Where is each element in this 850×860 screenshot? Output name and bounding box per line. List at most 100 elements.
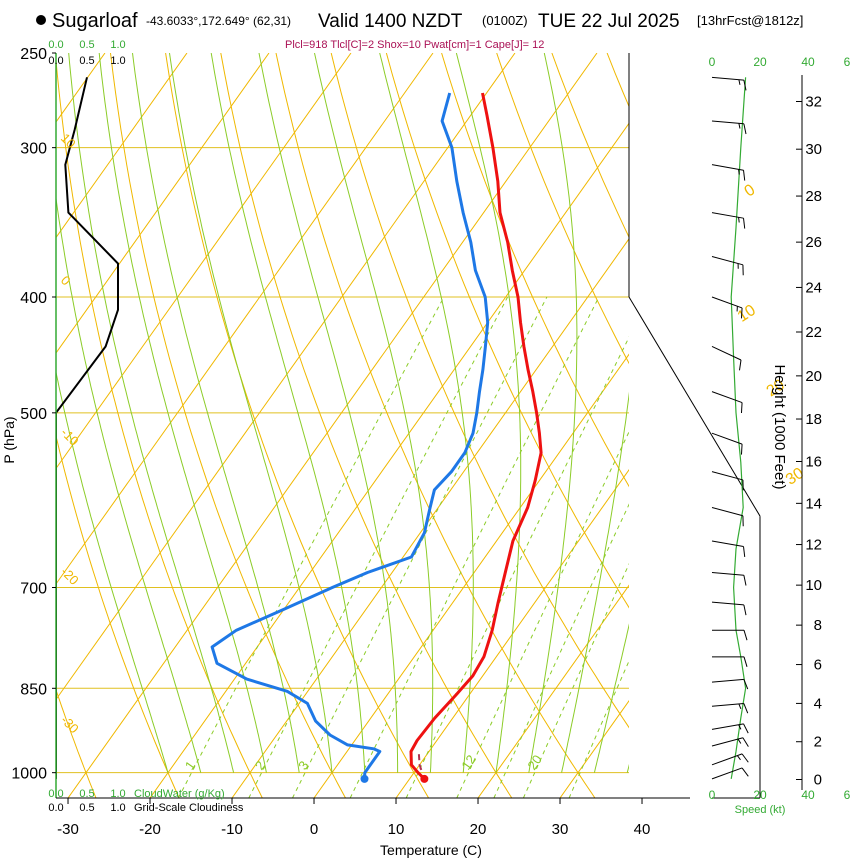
wind-barb-staff (711, 703, 744, 707)
dry-adiabat-line (165, 53, 430, 798)
moist-adiabat-line (98, 53, 267, 773)
speed-top-tick-label: 40 (801, 55, 815, 69)
cloudiness-top-tick-label: 0.0 (48, 55, 63, 67)
dry-adiabat-line (220, 53, 513, 798)
isotherm-line (67, 53, 598, 798)
dry-adiabat-line (828, 53, 850, 798)
mixing-ratio-label: 20 (524, 752, 545, 772)
mixing-ratio-line (522, 563, 629, 798)
mixing-ratio-line (177, 296, 445, 798)
height-tick-label: 16 (805, 454, 822, 471)
cloudiness-bottom-tick-label: 0.0 (48, 802, 63, 814)
wind-barb-staff (711, 753, 743, 766)
pressure-tick-label: 700 (20, 581, 47, 598)
moist-adiabat-line (169, 53, 333, 773)
mixing-ratio-line (405, 336, 629, 798)
cloudiness-bottom-tick-label: 0.5 (79, 802, 94, 814)
wind-barb-staff (711, 737, 744, 747)
pressure-tick-label: 1000 (11, 766, 47, 783)
wind-barb-staff (711, 507, 744, 517)
speed-bottom-tick-label: 40 (801, 788, 815, 802)
wind-barb-flag (743, 170, 746, 181)
wind-barb-staff (711, 471, 744, 481)
dry-adiabat-label: -30 (58, 712, 82, 736)
wind-barb (711, 703, 749, 714)
moist-adiabat-line (379, 53, 474, 773)
wind-barb-flag (743, 123, 747, 135)
cloudwater-top-tick-label: 0.0 (48, 39, 63, 51)
x-tick-label: 30 (552, 821, 569, 838)
isotherm-line (56, 53, 270, 354)
wind-barb-halfflag (738, 217, 740, 223)
height-tick-label: 24 (805, 279, 822, 296)
wind-barb (711, 767, 749, 780)
wind-barb-staff (711, 212, 744, 219)
cloudiness-line (56, 77, 119, 779)
isotherm-line (313, 353, 629, 798)
y-axis-label: P (hPa) (1, 416, 17, 463)
wind-barb (711, 164, 746, 181)
wind-barb-flag (740, 444, 743, 455)
wind-barb-flag (743, 80, 747, 91)
wind-barb (711, 296, 743, 319)
dry-adiabat-line (56, 433, 180, 798)
isotherm-line (56, 53, 352, 470)
wind-barb-halfflag (737, 738, 742, 744)
height-tick-label: 32 (805, 94, 822, 111)
dry-adiabat-label: 10 (58, 130, 79, 151)
height-tick-label: 30 (805, 141, 822, 158)
x-axis-label: Temperature (C) (380, 842, 482, 858)
speed-line (730, 77, 747, 780)
dry-adiabat-label: 0 (58, 273, 74, 289)
station-coords: -43.6033°,172.649° (62,31) (146, 14, 291, 28)
wind-barb-halfflag (738, 169, 740, 175)
wind-barb (711, 540, 746, 557)
mixing-ratio-label: 3 (295, 758, 311, 773)
wind-barb-flag (743, 703, 749, 714)
wind-barb-staff (711, 120, 744, 125)
wind-barb (712, 629, 748, 641)
surface-temp-marker (420, 774, 429, 783)
wind-barb (711, 571, 747, 586)
speed-bottom-tick-label: 20 (753, 788, 767, 802)
wind-barb-staff (711, 601, 744, 606)
height-tick-label: 14 (805, 495, 822, 512)
overlay: -30 -20 -10 0 10 20 30 402503004005007008501000… (11, 39, 807, 838)
x-tick-label: 20 (470, 821, 487, 838)
height-tick-label: 18 (805, 411, 822, 428)
cloudwater-bottom-tick-label: 1.0 (110, 788, 125, 800)
speed-top-tick-label: 20 (753, 55, 767, 69)
cloudwater-top-tick-label: 0.5 (79, 39, 94, 51)
wind-panel: 0020204040660246810121416182022242628303… (628, 55, 850, 802)
wind-barb-flag (743, 656, 748, 667)
dry-adiabat-line (330, 53, 629, 729)
wind-barb-halfflag (738, 123, 741, 129)
isotherm-line (395, 468, 629, 798)
cloudwater-bottom-tick-label: 0.5 (79, 788, 94, 800)
wind-barb (712, 656, 748, 667)
moist-adiabat-line (56, 194, 202, 773)
dry-adiabat-label: -20 (58, 564, 82, 588)
valid-utc: (0100Z) (482, 13, 528, 28)
height-tick-label: 22 (805, 324, 822, 341)
dry-adiabat-label: -10 (58, 425, 82, 449)
mixing-ratio-label: 1 (182, 758, 198, 773)
cloudwater-bottom-tick-label: 0.0 (48, 788, 63, 800)
station-name: Sugarloaf (52, 10, 138, 32)
mixing-ratio-line (248, 296, 509, 798)
mixing-ratio-line (292, 296, 548, 798)
wind-barb-staff (711, 76, 744, 81)
temperature-line (409, 92, 543, 780)
x-tick-label: -10 (221, 821, 243, 838)
dry-adiabat-line (441, 53, 629, 488)
height-axis-label: Height (1000 Feet) (771, 364, 788, 489)
wind-barb (711, 432, 743, 455)
wind-barb-staff (711, 296, 743, 309)
dry-adiabat-line (56, 55, 263, 798)
wind-barb-flag (743, 575, 747, 586)
cloudiness-bottom-tick-label: 1.0 (110, 802, 125, 814)
wind-barb (711, 256, 744, 276)
station-bullet-icon (36, 15, 46, 25)
